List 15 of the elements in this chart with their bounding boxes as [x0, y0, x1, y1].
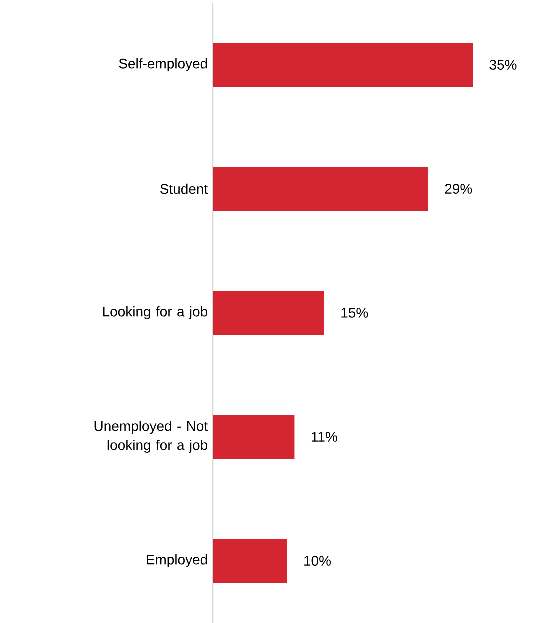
bar — [213, 539, 288, 584]
data-label: 29% — [445, 184, 472, 194]
y-tick-label: Unemployed - Not looking for a job — [94, 420, 208, 454]
y-tick-label: Self-employed — [119, 58, 208, 72]
data-label: 11% — [312, 432, 338, 442]
bar — [213, 43, 474, 88]
data-label: 35% — [490, 60, 517, 70]
y-tick-label: Employed — [147, 554, 208, 568]
data-label: 15% — [342, 308, 368, 318]
bar — [213, 167, 428, 212]
data-label: 10% — [304, 556, 332, 566]
y-tick-label: Looking for a job — [103, 306, 208, 320]
bar — [213, 415, 295, 460]
bar — [213, 291, 324, 336]
y-tick-label: Student — [160, 184, 208, 194]
